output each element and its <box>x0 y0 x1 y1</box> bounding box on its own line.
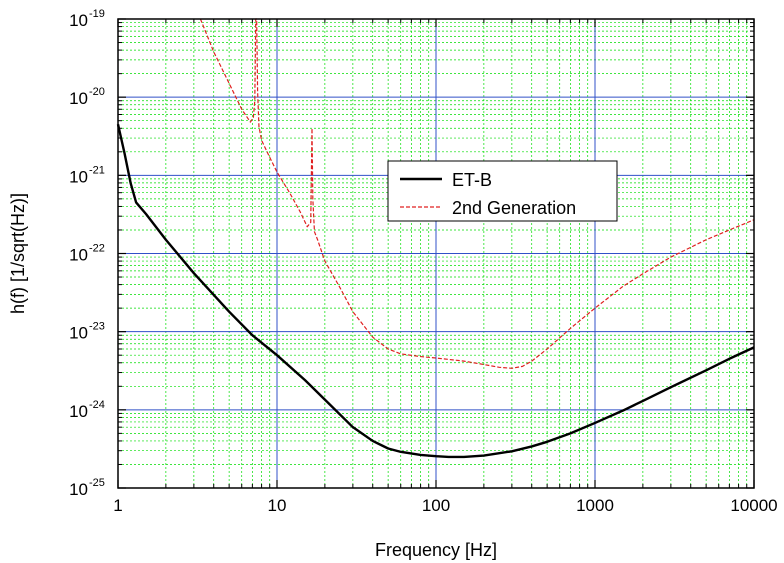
y-tick-exponent: -22 <box>89 243 105 255</box>
y-tick-label: 10 <box>69 324 88 343</box>
y-tick-exponent: -23 <box>89 321 105 333</box>
y-tick-label: 10 <box>69 480 88 499</box>
y-tick-label: 10 <box>69 402 88 421</box>
y-tick-exponent: -19 <box>89 8 105 20</box>
x-tick-labels: 1 10 100 1000 10000 <box>113 496 777 515</box>
major-grid <box>118 19 754 488</box>
x-tick-label: 1 <box>113 496 122 515</box>
legend-box <box>387 160 618 222</box>
x-tick-label: 10000 <box>730 496 777 515</box>
y-axis-title: h(f) [1/sqrt(Hz)] <box>8 193 28 314</box>
y-tick-label: 10 <box>69 11 88 30</box>
y-tick-label: 10 <box>69 246 88 265</box>
y-tick-exponent: -21 <box>89 164 105 176</box>
y-tick-exponent: -20 <box>89 86 105 98</box>
y-tick-label: 10 <box>69 89 88 108</box>
x-tick-label: 10 <box>268 496 287 515</box>
y-tick-exponent: -24 <box>89 399 105 411</box>
x-tick-label: 1000 <box>576 496 614 515</box>
series-line-et-b <box>116 124 755 459</box>
legend-label-2nd-generation: 2nd Generation <box>452 198 576 218</box>
legend: ET-B 2nd Generation <box>387 160 618 222</box>
y-tick-label: 10 <box>69 167 88 186</box>
x-axis-title: Frequency [Hz] <box>375 540 497 560</box>
y-tick-exponent: -25 <box>89 477 105 489</box>
legend-label-et-b: ET-B <box>452 170 492 190</box>
minor-grid <box>118 19 754 488</box>
x-tick-label: 100 <box>422 496 450 515</box>
axis-ticks <box>117 18 755 489</box>
